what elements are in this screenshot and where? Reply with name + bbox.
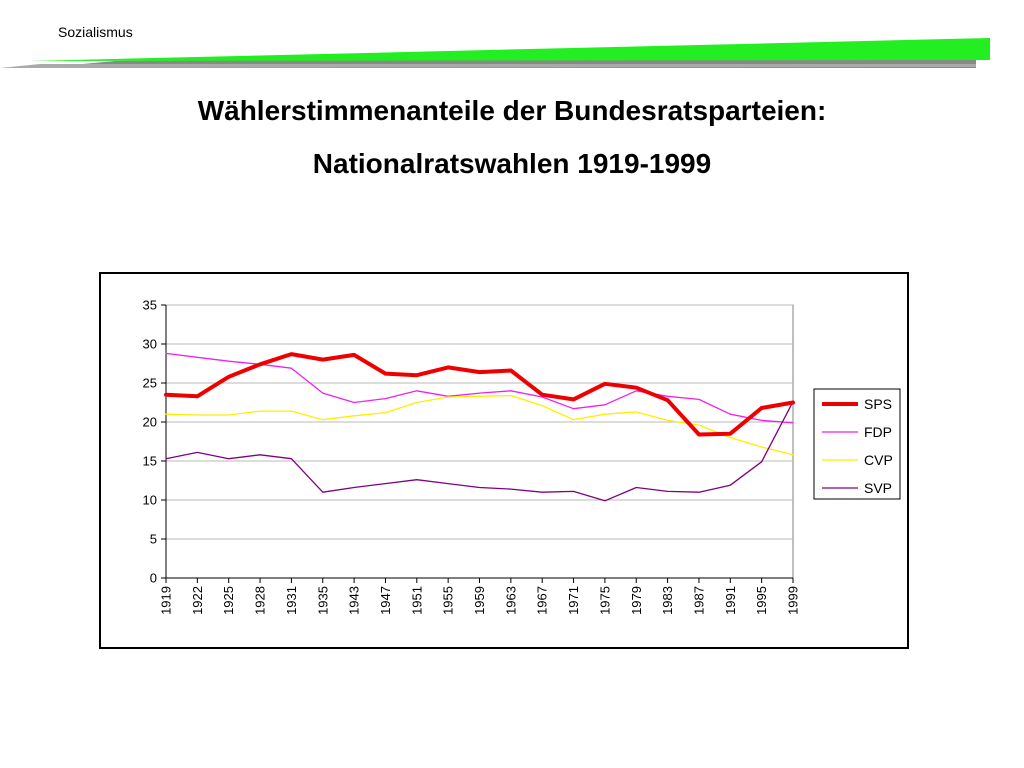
y-tick-label: 10	[143, 493, 157, 508]
x-tick-label: 1922	[190, 586, 205, 615]
x-tick-label: 1935	[315, 586, 330, 615]
x-tick-label: 1947	[378, 586, 393, 615]
x-tick-label: 1991	[723, 586, 738, 615]
x-tick-label: 1959	[472, 586, 487, 615]
plot-area	[165, 304, 794, 579]
slide-title-line1: Wählerstimmenanteile der Bundesratsparte…	[197, 95, 827, 126]
y-tick-label: 15	[143, 454, 157, 469]
y-tick-label: 30	[143, 337, 157, 352]
x-tick-label: 1967	[535, 586, 550, 615]
series-line-fdp	[165, 352, 794, 424]
x-tick-label: 1931	[284, 586, 299, 615]
header-decoration	[0, 38, 990, 68]
series-line-svp	[165, 401, 794, 502]
y-tick-label: 5	[150, 532, 157, 547]
x-tick-label: 1919	[159, 586, 174, 615]
x-tick-label: 1943	[347, 586, 362, 615]
x-tick-label: 1983	[660, 586, 675, 615]
x-tick-label: 1979	[629, 586, 644, 615]
legend-label-sps: SPS	[864, 396, 892, 412]
x-tick-label: 1928	[253, 586, 268, 615]
header-thin-line	[0, 64, 976, 68]
y-tick-label: 25	[143, 376, 157, 391]
x-tick-label: 1999	[786, 586, 801, 615]
legend-label-svp: SVP	[864, 480, 892, 496]
x-tick-label: 1963	[503, 586, 518, 615]
x-tick-label: 1975	[597, 586, 612, 615]
x-tick-label: 1987	[691, 586, 706, 615]
x-tick-label: 1955	[441, 586, 456, 615]
y-tick-label: 0	[150, 571, 157, 586]
y-tick-label: 20	[143, 415, 157, 430]
legend-box	[813, 388, 901, 500]
x-tick-label: 1971	[566, 586, 581, 615]
x-tick-label: 1951	[409, 586, 424, 615]
series-line-cvp	[165, 394, 794, 456]
legend-label-fdp: FDP	[864, 424, 892, 440]
header-label: Sozialismus	[58, 24, 133, 40]
x-tick-label: 1995	[754, 586, 769, 615]
slide-title-line2: Nationalratswahlen 1919-1999	[312, 148, 712, 179]
header-green-bar	[30, 38, 990, 61]
legend-label-cvp: CVP	[864, 452, 893, 468]
series-line-sps	[164, 352, 795, 437]
x-tick-label: 1925	[221, 586, 236, 615]
y-tick-label: 35	[143, 298, 157, 313]
